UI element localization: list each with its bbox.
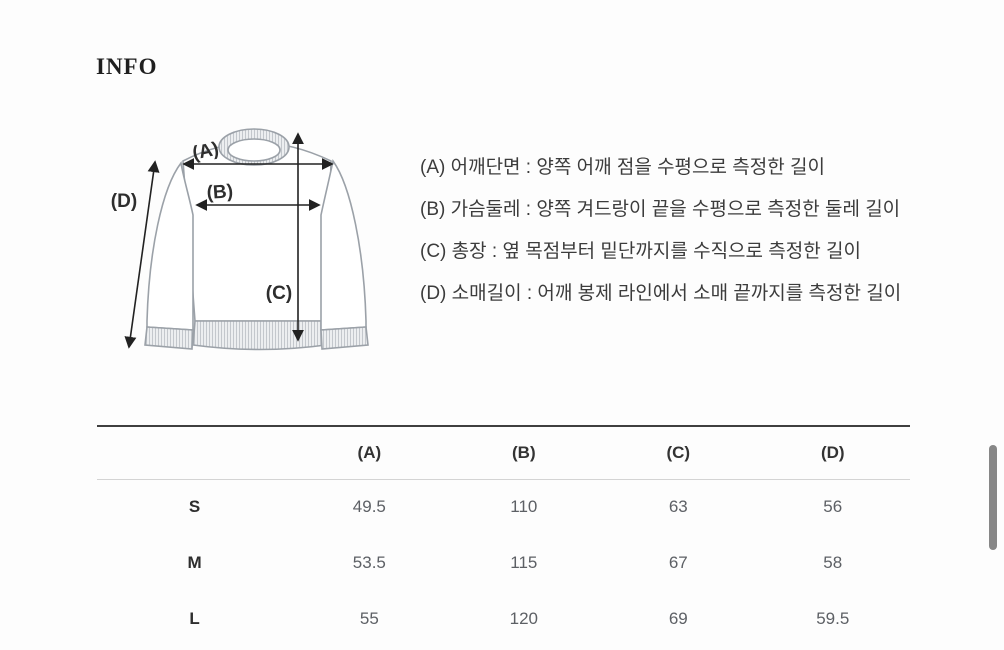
col-header-d: (D) [820,442,845,462]
size-table: (A) (B) (C) (D) S 49.5 110 63 56 M 53.5 … [97,425,910,647]
left-cuff [144,326,194,350]
size-value: 59.5 [816,609,850,628]
size-value: 67 [668,553,688,572]
measurement-descriptions: (A) 어깨단면 : 양쪽 어깨 점을 수평으로 측정한 길이 (B) 가슴둘레… [420,147,940,315]
size-label: M [187,553,202,572]
size-table-header-row: (A) (B) (C) (D) [97,426,910,479]
right-cuff [320,326,369,350]
sweater-illustration: (A) (B) (C) (D) [111,128,369,351]
left-sleeve [146,161,194,331]
size-value: 56 [823,497,843,517]
col-header-a: (A) [357,442,382,462]
col-header-size [97,426,292,479]
col-header-c: (C) [666,442,691,462]
size-row-m: M 53.5 115 67 58 [97,535,910,591]
size-label: S [188,497,201,517]
right-sleeve [320,159,367,331]
size-value: 63 [668,497,688,517]
size-value: 49.5 [352,497,386,517]
size-value: 110 [510,497,538,517]
description-length: (C) 총장 : 옆 목점부터 밑단까지를 수직으로 측정한 길이 [420,241,861,262]
diagram-label-c: (C) [266,283,292,304]
size-label: L [189,609,200,628]
size-value: 58 [823,553,843,572]
diagram-label-d: (D) [111,191,137,212]
scrollbar-thumb[interactable] [989,445,997,550]
size-value: 55 [359,609,379,628]
size-value: 115 [510,553,538,572]
collar-inner [227,138,281,162]
measurement-arrow-d [124,160,160,349]
hem-ribbing [192,320,327,351]
col-header-b: (B) [512,442,536,462]
diagram-label-b: (B) [206,181,234,204]
description-sleeve: (D) 소매길이 : 어깨 봉제 라인에서 소매 끝까지를 측정한 길이 [420,283,902,304]
size-value: 69 [668,609,688,628]
size-value: 120 [509,609,538,628]
sweater-outline [144,128,369,351]
description-shoulder: (A) 어깨단면 : 양쪽 어깨 점을 수평으로 측정한 길이 [420,157,825,178]
sweater-measurement-diagram: (A) (B) (C) (D) [103,116,405,368]
size-row-l: L 55 120 69 59.5 [97,591,910,647]
description-chest: (B) 가슴둘레 : 양쪽 겨드랑이 끝을 수평으로 측정한 둘레 길이 [420,199,901,220]
page-title: INFO [96,54,158,79]
size-value: 53.5 [352,553,386,572]
size-row-s: S 49.5 110 63 56 [97,479,910,535]
